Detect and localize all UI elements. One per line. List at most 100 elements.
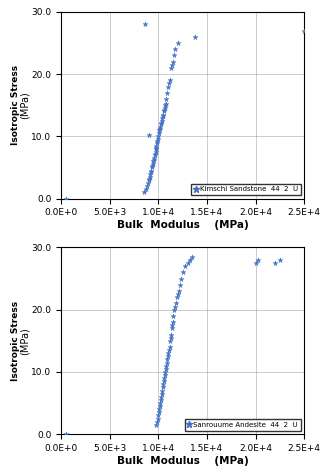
Point bbox=[168, 331, 174, 338]
Text: Isotropic Stress: Isotropic Stress bbox=[11, 65, 20, 145]
Point bbox=[172, 303, 178, 310]
Point bbox=[167, 76, 173, 84]
Point bbox=[150, 161, 155, 168]
Point bbox=[190, 253, 195, 261]
Point bbox=[144, 182, 149, 190]
Point bbox=[170, 319, 176, 326]
Y-axis label: (MPa): (MPa) bbox=[20, 327, 30, 355]
Point bbox=[163, 101, 168, 109]
Point bbox=[154, 142, 159, 149]
Point bbox=[156, 415, 161, 422]
Point bbox=[172, 46, 178, 53]
Point bbox=[155, 418, 160, 426]
Point bbox=[161, 113, 166, 120]
Point bbox=[164, 100, 169, 108]
Point bbox=[143, 185, 148, 193]
Point bbox=[149, 163, 154, 170]
Point bbox=[173, 300, 179, 307]
Point bbox=[63, 195, 69, 202]
Point bbox=[156, 136, 161, 143]
Point bbox=[156, 412, 161, 419]
Point bbox=[148, 167, 153, 174]
Point bbox=[147, 170, 152, 177]
Point bbox=[166, 80, 172, 87]
Point bbox=[164, 95, 169, 103]
Point bbox=[162, 108, 167, 115]
Point bbox=[145, 179, 150, 187]
Point bbox=[182, 262, 187, 270]
Point bbox=[162, 106, 167, 114]
Point bbox=[164, 362, 169, 370]
Point bbox=[161, 111, 166, 118]
Point bbox=[159, 396, 164, 404]
Legend: Kimschi Sandstone  44  2  U: Kimschi Sandstone 44 2 U bbox=[191, 183, 301, 195]
X-axis label: Bulk  Modulus    (MPa): Bulk Modulus (MPa) bbox=[117, 220, 249, 230]
Point bbox=[272, 259, 278, 267]
Point bbox=[174, 293, 180, 301]
Point bbox=[157, 405, 162, 413]
Point bbox=[166, 346, 172, 354]
Point bbox=[164, 359, 170, 366]
Point bbox=[151, 155, 156, 162]
Point bbox=[154, 421, 159, 428]
Point bbox=[255, 256, 260, 264]
Point bbox=[158, 125, 163, 133]
Point bbox=[171, 306, 177, 313]
Legend: Sanrouume Andesite  44  2  U: Sanrouume Andesite 44 2 U bbox=[185, 419, 301, 431]
Point bbox=[169, 321, 175, 329]
Point bbox=[169, 325, 175, 332]
Point bbox=[177, 281, 183, 289]
Point bbox=[175, 291, 181, 298]
Point bbox=[158, 399, 163, 407]
Point bbox=[161, 381, 166, 388]
Point bbox=[162, 374, 167, 382]
Point bbox=[185, 259, 190, 267]
Point bbox=[153, 148, 158, 155]
Point bbox=[155, 139, 160, 146]
Point bbox=[176, 287, 182, 295]
Point bbox=[163, 104, 168, 112]
Point bbox=[170, 312, 176, 319]
Point bbox=[302, 27, 307, 34]
Point bbox=[160, 390, 165, 398]
Point bbox=[152, 150, 157, 157]
Point bbox=[146, 175, 151, 182]
Point bbox=[157, 129, 162, 137]
Point bbox=[165, 349, 171, 357]
Point bbox=[153, 145, 158, 153]
Point bbox=[141, 189, 146, 196]
Point bbox=[163, 368, 168, 376]
Point bbox=[164, 356, 170, 363]
Point bbox=[150, 157, 155, 165]
Point bbox=[161, 383, 166, 391]
Point bbox=[149, 164, 154, 171]
Point bbox=[155, 137, 160, 145]
Point bbox=[158, 402, 163, 410]
Point bbox=[63, 430, 69, 438]
Point bbox=[165, 83, 171, 91]
Point bbox=[165, 353, 171, 360]
Point bbox=[180, 269, 185, 276]
Point bbox=[160, 387, 165, 394]
Point bbox=[168, 334, 174, 341]
Point bbox=[164, 365, 169, 373]
Point bbox=[157, 126, 162, 134]
Point bbox=[162, 377, 167, 385]
Point bbox=[148, 169, 153, 176]
Point bbox=[147, 131, 152, 139]
Point bbox=[157, 409, 162, 416]
Text: Isotropic Stress: Isotropic Stress bbox=[11, 301, 20, 381]
Point bbox=[163, 371, 168, 379]
Point bbox=[168, 64, 174, 72]
Point bbox=[169, 61, 175, 69]
Point bbox=[151, 156, 156, 164]
Point bbox=[146, 176, 151, 184]
Point bbox=[193, 33, 198, 40]
Point bbox=[277, 256, 283, 264]
Point bbox=[178, 275, 183, 283]
Point bbox=[142, 20, 147, 28]
Point bbox=[159, 393, 164, 401]
X-axis label: Bulk  Modulus    (MPa): Bulk Modulus (MPa) bbox=[117, 456, 249, 465]
Point bbox=[158, 123, 163, 131]
Point bbox=[159, 120, 164, 128]
